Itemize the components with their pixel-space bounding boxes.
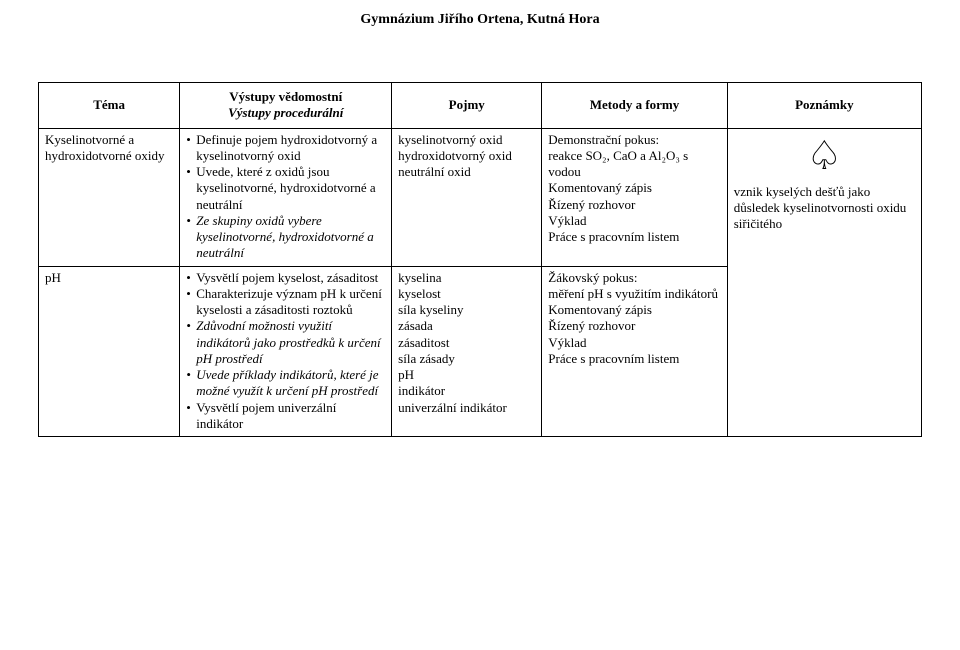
spade-icon: ♤: [734, 136, 915, 176]
cell-pojmy-2: kyselina kyselost síla kyseliny zásada z…: [392, 266, 542, 437]
method-line: měření pH s využitím indikátorů: [548, 286, 720, 302]
term: hydroxidotvorný oxid: [398, 148, 535, 164]
method-line: reakce SO₂, CaO a Al₂O₃ s vodou: [548, 148, 720, 181]
cell-tema-2: pH: [39, 266, 180, 437]
cell-metody-1: Demonstrační pokus: reakce SO₂, CaO a Al…: [542, 128, 727, 266]
page-header: Gymnázium Jiřího Ortena, Kutná Hora: [38, 12, 922, 28]
cell-metody-2: Žákovský pokus: měření pH s využitím ind…: [542, 266, 727, 437]
cell-tema-1: Kyselinotvorné a hydroxidotvorné oxidy: [39, 128, 180, 266]
table-header-row: Téma Výstupy vědomostní Výstupy procedur…: [39, 83, 922, 129]
cell-poznamky-2: [727, 266, 921, 437]
method-line: Výklad: [548, 213, 720, 229]
bullet-item: Zdůvodní možnosti využití indikátorů jak…: [186, 318, 385, 367]
vystupy-line2: Výstupy procedurální: [184, 105, 387, 121]
term: síla kyseliny: [398, 302, 535, 318]
method-line: Řízený rozhovor: [548, 318, 720, 334]
col-pojmy-header: Pojmy: [392, 83, 542, 129]
term: zásada: [398, 318, 535, 334]
col-vystupy-header: Výstupy vědomostní Výstupy procedurální: [180, 83, 392, 129]
method-line: Žákovský pokus:: [548, 270, 720, 286]
cell-poznamky-1: ♤ vznik kyselých dešťů jako důsledek kys…: [727, 128, 921, 266]
term: kyselinotvorný oxid: [398, 132, 535, 148]
col-tema-header: Téma: [39, 83, 180, 129]
term: pH: [398, 367, 535, 383]
bullet-item: Definuje pojem hydroxidotvorný a kyselin…: [186, 132, 385, 165]
term: síla zásady: [398, 351, 535, 367]
vystupy-line1: Výstupy vědomostní: [184, 89, 387, 105]
cell-vystupy-2: Vysvětlí pojem kyselost, zásaditost Char…: [180, 266, 392, 437]
cell-vystupy-1: Definuje pojem hydroxidotvorný a kyselin…: [180, 128, 392, 266]
method-line: Práce s pracovním listem: [548, 351, 720, 367]
bullet-item: Charakterizuje význam pH k určení kyselo…: [186, 286, 385, 319]
col-metody-header: Metody a formy: [542, 83, 727, 129]
term: kyselost: [398, 286, 535, 302]
method-line: Komentovaný zápis: [548, 180, 720, 196]
table-row: Kyselinotvorné a hydroxidotvorné oxidy D…: [39, 128, 922, 266]
term: neutrální oxid: [398, 164, 535, 180]
col-poznamky-header: Poznámky: [727, 83, 921, 129]
method-line: Komentovaný zápis: [548, 302, 720, 318]
term: indikátor: [398, 383, 535, 399]
bullet-item: Vysvětlí pojem univerzální indikátor: [186, 400, 385, 433]
method-line: Výklad: [548, 335, 720, 351]
table-row: pH Vysvětlí pojem kyselost, zásaditost C…: [39, 266, 922, 437]
bullet-item: Ze skupiny oxidů vybere kyselinotvorné, …: [186, 213, 385, 262]
bullet-item: Uvede příklady indikátorů, které je možn…: [186, 367, 385, 400]
term: univerzální indikátor: [398, 400, 535, 416]
bullet-item: Vysvětlí pojem kyselost, zásaditost: [186, 270, 385, 286]
cell-pojmy-1: kyselinotvorný oxid hydroxidotvorný oxid…: [392, 128, 542, 266]
method-line: Demonstrační pokus:: [548, 132, 720, 148]
note-text: vznik kyselých dešťů jako důsledek kysel…: [734, 184, 915, 233]
term: kyselina: [398, 270, 535, 286]
method-line: Práce s pracovním listem: [548, 229, 720, 245]
term: zásaditost: [398, 335, 535, 351]
bullet-item: Uvede, které z oxidů jsou kyselinotvorné…: [186, 164, 385, 213]
curriculum-table: Téma Výstupy vědomostní Výstupy procedur…: [38, 82, 922, 437]
method-line: Řízený rozhovor: [548, 197, 720, 213]
